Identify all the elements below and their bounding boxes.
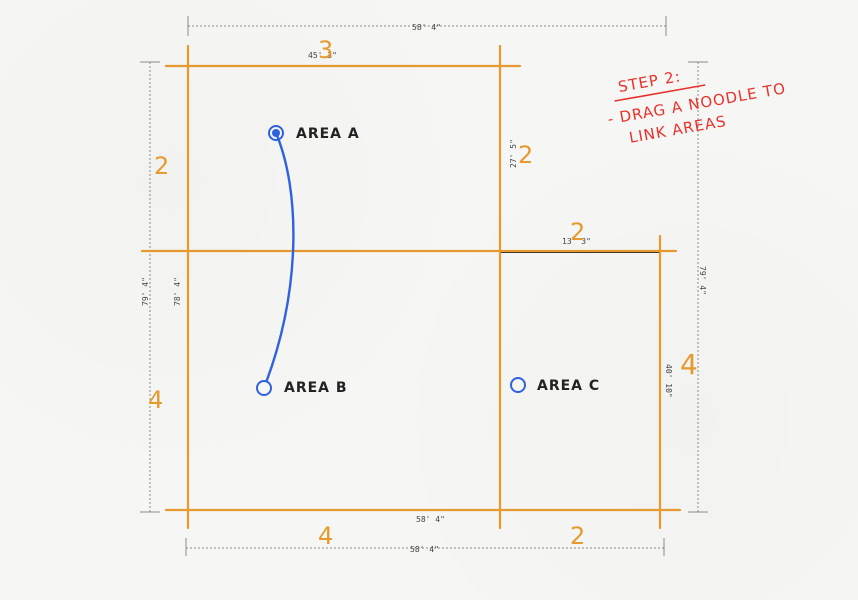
- step-title: STEP 2:: [617, 67, 683, 96]
- dimension-texts: 58' 4" 58' 4" 58' 4" 45' 3" 13' 3" 27' 5…: [141, 23, 707, 554]
- dim-left-outer: 79' 4": [141, 277, 150, 306]
- count-bottom-right: 2: [570, 522, 585, 550]
- dim-left-inner: 78' 4": [173, 277, 182, 306]
- count-left-upper: 2: [154, 152, 169, 180]
- area-b-label: AREA B: [284, 380, 348, 396]
- area-a-node[interactable]: [268, 125, 284, 141]
- area-c-node[interactable]: [510, 377, 526, 393]
- count-left-lower: 4: [148, 386, 163, 414]
- dim-right-outer: 79' 4": [698, 266, 707, 295]
- count-room-a-right: 2: [518, 141, 533, 169]
- segment-counts: 3 2 2 2 4 4 4 2: [148, 36, 698, 550]
- dim-top-total: 58' 4": [412, 23, 441, 32]
- dim-room-c-right: 40' 10": [664, 364, 673, 398]
- step-underline: [614, 84, 706, 102]
- dimension-lines: [140, 16, 708, 556]
- dim-room-a-top: 45' 3": [308, 51, 337, 60]
- count-right-lower: 4: [680, 348, 698, 381]
- count-bottom-left: 4: [318, 522, 333, 550]
- area-a-label: AREA A: [296, 126, 360, 142]
- dim-bottom-inner: 58' 4": [416, 515, 445, 524]
- area-b-node[interactable]: [256, 380, 272, 396]
- dim-room-c-top: 13' 3": [562, 237, 591, 246]
- step-annotation: STEP 2: - DRAG A NOODLE TO LINK AREAS: [606, 67, 787, 147]
- area-c-label: AREA C: [537, 378, 600, 394]
- noodle-link-a-b[interactable]: [262, 131, 295, 390]
- dim-room-a-right: 27' 5": [509, 139, 518, 168]
- walls-orange: [140, 44, 682, 530]
- dim-bottom-total: 58' 4": [410, 545, 439, 554]
- walls-dark: [187, 65, 661, 511]
- count-top: 3: [318, 36, 333, 64]
- count-room-c-top: 2: [570, 218, 585, 246]
